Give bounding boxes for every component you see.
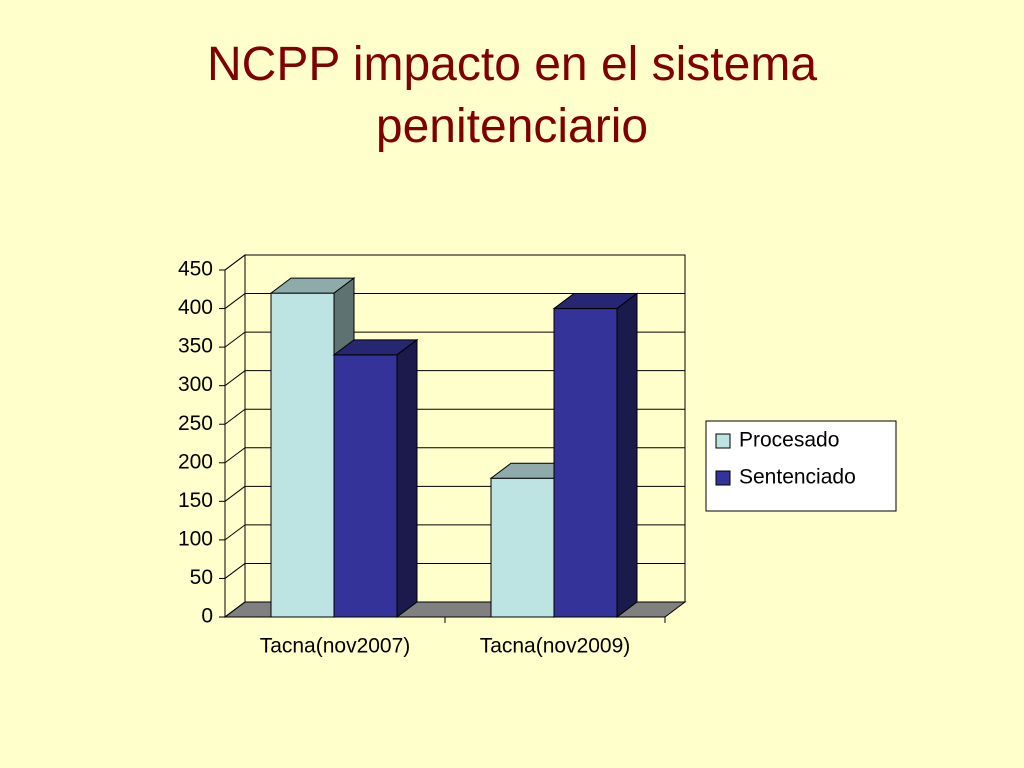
bar-side (396, 338, 418, 618)
grid-line (224, 485, 246, 502)
y-tick-label: 100 (178, 527, 213, 550)
bar (270, 292, 335, 618)
grid-line (224, 524, 246, 541)
side-wall (224, 254, 246, 618)
y-tick-label: 200 (178, 450, 213, 473)
legend-swatch (715, 433, 731, 449)
grid-line (224, 331, 246, 348)
y-tick-label: 350 (178, 335, 213, 358)
grid-line (224, 293, 246, 309)
bar (333, 354, 398, 618)
y-tick-label: 400 (178, 296, 213, 319)
bar-side (616, 292, 638, 618)
grid-line (224, 447, 246, 464)
bar (553, 308, 618, 618)
grid-line (224, 563, 246, 579)
x-tick-label: Tacna(nov2007) (260, 635, 411, 658)
legend-label: Procesado (739, 429, 839, 452)
y-tick-label: 0 (201, 605, 213, 628)
grid-line (224, 408, 246, 425)
y-tick-label: 450 (178, 258, 213, 281)
legend (705, 420, 897, 512)
bar (490, 477, 555, 618)
legend-swatch (715, 470, 731, 486)
y-tick-label: 250 (178, 412, 213, 435)
grid-line (224, 370, 246, 387)
y-tick-label: 150 (178, 489, 213, 512)
chart-title: NCPP impacto en el sistema penitenciario (206, 38, 818, 153)
y-tick-label: 50 (190, 566, 213, 589)
grid-line (224, 254, 246, 271)
legend-label: Sentenciado (739, 466, 856, 489)
y-tick-label: 300 (178, 373, 213, 396)
grid-line (224, 601, 246, 618)
x-tick-label: Tacna(nov2009) (480, 635, 631, 658)
